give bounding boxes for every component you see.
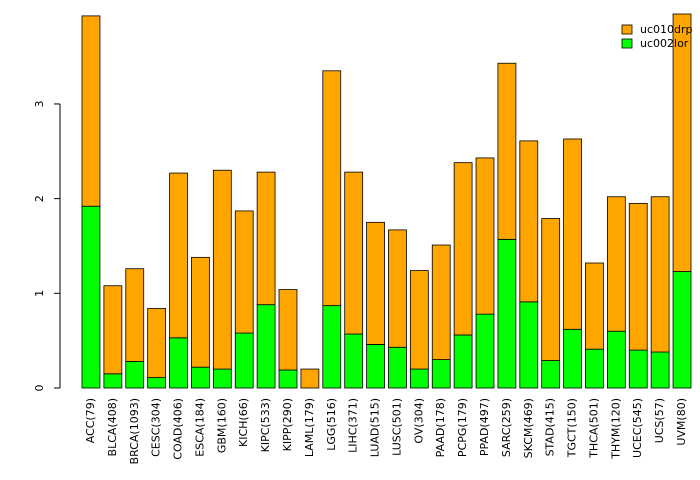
legend-swatch (621, 38, 633, 49)
x-category-label: LGG(516) (325, 398, 338, 451)
bar-uc010drp (388, 229, 407, 348)
bar-uc010drp (256, 171, 276, 306)
bar-uc002lor (169, 337, 188, 389)
x-category-label: UCEC(545) (631, 398, 644, 458)
bar-uc010drp (650, 196, 670, 353)
x-category-label: BLCA(408) (106, 398, 119, 456)
bar-uc010drp (409, 270, 429, 370)
bar-uc002lor (212, 368, 232, 389)
bar-uc010drp (672, 13, 692, 272)
x-category-label: SARC(259) (500, 398, 513, 457)
x-category-label: TGCT(150) (566, 398, 579, 458)
x-category-label: UVM(80) (675, 398, 688, 446)
bar-uc010drp (541, 218, 561, 361)
bar-uc010drp (519, 140, 539, 303)
y-axis: 0 1 2 3 (33, 100, 61, 392)
bar-uc010drp (585, 262, 604, 350)
bar-uc002lor (278, 369, 298, 389)
legend-label: uc002lor (640, 37, 689, 50)
bar-uc002lor (431, 359, 451, 389)
bar-uc010drp (300, 368, 320, 389)
x-category-label: OV(304) (412, 398, 425, 444)
x-category-label: KICH(66) (237, 398, 250, 447)
bar-uc002lor (585, 348, 604, 389)
bar-uc002lor (650, 351, 670, 389)
x-category-label: LAML(179) (303, 398, 316, 457)
bar-uc010drp (81, 15, 101, 207)
y-tick-label: 3 (33, 100, 46, 107)
x-category-label: SKCM(469) (522, 398, 535, 458)
bar-uc002lor (256, 304, 276, 389)
bar-uc002lor (103, 373, 123, 389)
bar-uc002lor (628, 349, 648, 389)
x-category-label: BRCA(1093) (128, 398, 141, 464)
bar-uc002lor (366, 344, 385, 389)
bar-uc010drp (453, 162, 473, 336)
bar-uc010drp (322, 70, 342, 307)
bar-uc010drp (125, 268, 145, 362)
bar-uc002lor (191, 366, 210, 389)
legend-swatch (621, 24, 633, 35)
bar-uc002lor (322, 305, 342, 389)
bar-uc002lor (497, 238, 517, 389)
x-category-label: COAD(406) (172, 398, 185, 460)
bar-uc002lor (388, 346, 407, 389)
x-category-label: LUSC(501) (390, 398, 403, 456)
x-category-label: LIHC(371) (347, 398, 360, 453)
x-category-label: PAAD(178) (434, 398, 447, 457)
bar-uc010drp (628, 202, 648, 351)
x-category-label: UCS(57) (653, 398, 666, 443)
bar-uc010drp (212, 169, 232, 370)
x-axis-labels: ACC(79) BLCA(408) BRCA(1093) CESC(304) COAD(… (84, 398, 688, 464)
y-tick-label: 1 (33, 290, 46, 297)
bar-uc010drp (606, 196, 626, 332)
bar-uc010drp (234, 210, 254, 334)
x-category-label: THCA(501) (587, 398, 600, 459)
bar-uc002lor (563, 328, 582, 389)
x-category-label: PPAD(497) (478, 398, 491, 456)
bar-uc010drp (344, 171, 364, 335)
x-category-label: GBM(160) (215, 398, 228, 453)
bar-uc010drp (563, 138, 582, 330)
bar-uc002lor (475, 313, 495, 389)
bar-uc002lor (541, 360, 561, 389)
y-tick-label: 2 (33, 195, 46, 202)
bar-uc010drp (191, 256, 210, 368)
bar-uc010drp (147, 308, 167, 378)
x-category-label: PCPG(179) (456, 398, 469, 457)
bar-uc010drp (278, 289, 298, 371)
bar-uc002lor (125, 361, 145, 389)
x-category-label: KIPP(290) (281, 398, 294, 451)
bar-uc002lor (519, 301, 539, 389)
bar-uc002lor (234, 332, 254, 389)
bar-uc002lor (344, 333, 364, 389)
bar-uc010drp (497, 62, 517, 240)
bar-uc002lor (672, 271, 692, 389)
x-category-label: ESCA(184) (193, 398, 206, 457)
bar-uc010drp (103, 285, 123, 375)
bar-uc002lor (453, 334, 473, 389)
bar-uc002lor (81, 205, 101, 389)
bar-uc002lor (409, 368, 429, 389)
x-category-label: LUAD(515) (369, 398, 382, 457)
bar-uc010drp (366, 221, 385, 345)
bar-uc010drp (475, 157, 495, 315)
x-category-label: CESC(304) (150, 398, 163, 457)
bar-uc010drp (169, 172, 188, 339)
bar-uc010drp (431, 244, 451, 360)
x-category-label: THYM(120) (609, 398, 622, 460)
bar-uc002lor (606, 330, 626, 389)
y-tick-label: 0 (33, 385, 46, 392)
legend-label: uc010drp (640, 23, 693, 36)
x-category-label: ACC(79) (84, 398, 97, 443)
bars (81, 13, 692, 389)
x-category-label: KIPC(533) (259, 398, 272, 452)
bar-uc002lor (147, 377, 167, 389)
x-category-label: STAD(415) (544, 398, 557, 456)
